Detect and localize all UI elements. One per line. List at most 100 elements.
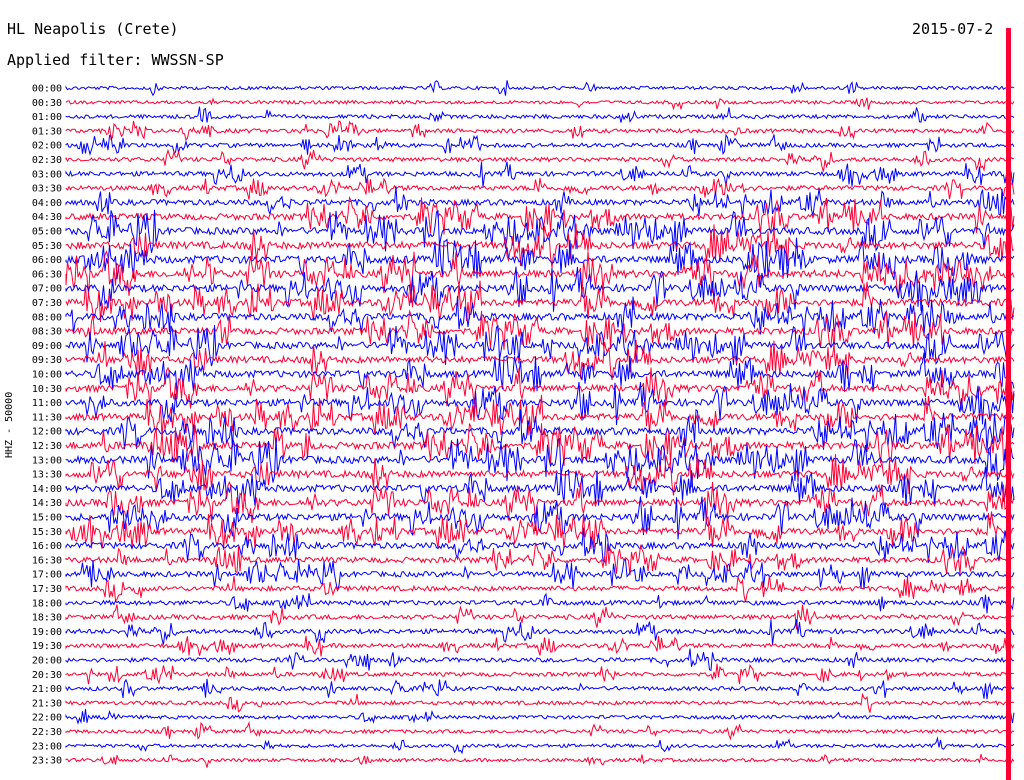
trace-row-0330 <box>65 177 1015 200</box>
row-time-label: 16:00 <box>32 541 62 552</box>
row-time-label: 10:00 <box>32 370 62 381</box>
station-title: HL Neapolis (Crete) <box>7 20 179 38</box>
row-time-label: 13:30 <box>32 470 62 481</box>
trace-row-0430 <box>65 195 1015 235</box>
row-time-label: 08:30 <box>32 327 62 338</box>
trace-row-1730 <box>65 575 1015 603</box>
row-time-label: 00:30 <box>32 98 62 109</box>
row-time-label: 03:30 <box>32 184 62 195</box>
trace-row-0230 <box>65 148 1014 172</box>
trace-row-1700 <box>65 558 1015 592</box>
row-time-label: 18:30 <box>32 613 62 624</box>
trace-row-1400 <box>65 467 1015 507</box>
row-time-label: 14:30 <box>32 498 62 509</box>
row-time-label: 11:30 <box>32 412 62 423</box>
trace-row-1600 <box>65 527 1015 563</box>
trace-row-1800 <box>65 592 1015 614</box>
trace-row-0000 <box>65 80 1015 97</box>
row-time-label: 23:30 <box>32 756 62 767</box>
trace-row-1430 <box>65 480 1015 524</box>
row-time-label: 06:00 <box>32 255 62 266</box>
trace-row-2000 <box>65 648 1015 671</box>
row-time-label: 05:00 <box>32 227 62 238</box>
trace-row-1330 <box>65 453 1015 496</box>
trace-row-0930 <box>65 339 1015 381</box>
trace-row-1630 <box>65 542 1015 576</box>
trace-row-0300 <box>65 161 1015 188</box>
trace-row-1500 <box>65 496 1015 540</box>
date-label: 2015-07-2 <box>912 20 994 38</box>
row-time-label: 04:00 <box>32 198 62 209</box>
row-time-label: 22:00 <box>32 713 62 724</box>
row-time-label: 03:00 <box>32 169 62 180</box>
row-time-label: 17:30 <box>32 584 62 595</box>
trace-row-0530 <box>65 223 1015 268</box>
row-time-label: 20:00 <box>32 656 62 667</box>
trace-row-1300 <box>65 437 1015 483</box>
row-time-label: 08:00 <box>32 312 62 323</box>
row-time-label: 17:00 <box>32 570 62 581</box>
row-time-label: 06:30 <box>32 269 62 280</box>
row-time-label: 12:00 <box>32 427 62 438</box>
trace-row-0100 <box>65 106 1015 123</box>
trace-row-1030 <box>65 366 1015 411</box>
row-time-label: 19:00 <box>32 627 62 638</box>
row-time-label: 16:30 <box>32 555 62 566</box>
trace-row-1530 <box>65 511 1015 550</box>
row-time-label: 22:30 <box>32 727 62 738</box>
row-time-label: 01:30 <box>32 126 62 137</box>
row-time-label: 12:30 <box>32 441 62 452</box>
trace-row-1130 <box>65 394 1015 437</box>
trace-row-0830 <box>65 309 1015 350</box>
row-time-label: 07:30 <box>32 298 62 309</box>
row-time-label: 19:30 <box>32 641 62 652</box>
trace-row-0730 <box>65 280 1015 322</box>
trace-row-2230 <box>65 720 1015 741</box>
filter-label: Applied filter: WWSSN-SP <box>7 51 224 69</box>
row-time-label: 02:30 <box>32 155 62 166</box>
row-time-label: 09:00 <box>32 341 62 352</box>
row-time-label: 02:00 <box>32 141 62 152</box>
row-time-label: 21:30 <box>32 698 62 709</box>
row-time-label: 15:30 <box>32 527 62 538</box>
trace-row-0900 <box>65 325 1015 367</box>
row-time-label: 14:00 <box>32 484 62 495</box>
trace-row-2030 <box>65 663 1015 685</box>
row-time-label: 00:00 <box>32 84 62 95</box>
trace-row-2130 <box>65 692 1015 713</box>
row-time-label: 01:00 <box>32 112 62 123</box>
trace-row-1930 <box>65 635 1015 657</box>
trace-row-2330 <box>65 753 1015 768</box>
trace-row-1200 <box>65 408 1015 452</box>
row-time-label: 10:30 <box>32 384 62 395</box>
trace-row-1900 <box>65 619 1015 645</box>
trace-row-0400 <box>65 186 1015 218</box>
trace-row-2100 <box>65 678 1015 700</box>
row-time-label: 11:00 <box>32 398 62 409</box>
row-time-label: 21:00 <box>32 684 62 695</box>
trace-row-0800 <box>65 295 1015 337</box>
trace-row-2200 <box>65 708 1015 725</box>
row-time-label: 09:30 <box>32 355 62 366</box>
trace-row-0500 <box>65 209 1015 253</box>
row-time-label: 23:00 <box>32 741 62 752</box>
row-time-label: 05:30 <box>32 241 62 252</box>
row-time-label: 04:30 <box>32 212 62 223</box>
trace-row-2300 <box>65 736 1015 755</box>
trace-row-1000 <box>65 352 1015 393</box>
trace-row-0630 <box>65 250 1015 299</box>
trace-row-0700 <box>65 266 1015 312</box>
trace-row-1830 <box>65 604 1015 630</box>
row-time-label: 18:00 <box>32 598 62 609</box>
row-time-label: 07:00 <box>32 284 62 295</box>
time-cursor <box>1006 28 1011 780</box>
row-time-label: 20:30 <box>32 670 62 681</box>
trace-row-1230 <box>65 423 1015 467</box>
row-time-label: 13:00 <box>32 455 62 466</box>
trace-row-0200 <box>65 133 1015 156</box>
row-time-label: 15:00 <box>32 513 62 524</box>
trace-row-0130 <box>65 120 1015 141</box>
trace-row-0030 <box>65 97 1015 111</box>
trace-row-0600 <box>65 236 1015 281</box>
